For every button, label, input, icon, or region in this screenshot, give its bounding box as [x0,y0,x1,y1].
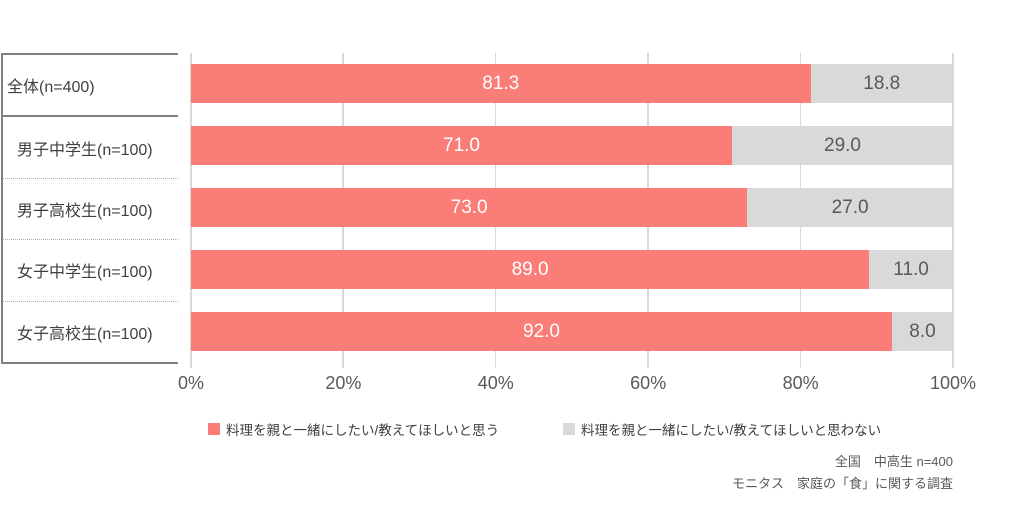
bar-segment-want: 73.0 [191,187,748,227]
value-label-not-want: 8.0 [909,320,936,342]
value-label-want: 71.0 [443,135,480,157]
x-tick-label-20: 20% [325,373,362,393]
bar-row-boys-hs: 73.0 27.0 [191,177,953,239]
bar-segment-not-want: 27.0 [747,187,953,227]
x-tick-label-60: 60% [630,373,667,393]
bar-segment-not-want: 8.0 [892,311,953,351]
source-line-survey: モニタス 家庭の「食」に関する調査 [731,476,953,491]
plot-area: 81.3 18.8 71.0 29.0 [190,53,954,368]
source-line-sample: 全国 中高生 n=400 [834,454,953,469]
legend-swatch-pink [208,423,220,435]
x-axis: 0% 20% 40% 60% 80% 100% [178,373,976,395]
bar-stack: 73.0 27.0 [191,187,953,227]
x-tick-label-40: 40% [477,373,514,393]
legend-label-want: 料理を親と一緒にしたい/教えてほしいと思う [226,423,500,438]
legend-item-not-want: 料理を親と一緒にしたい/教えてほしいと思わない [563,419,881,439]
category-label-boys-hs: 男子高校生(n=100) [3,177,178,239]
value-label-want: 92.0 [523,320,560,342]
bar-segment-want: 89.0 [191,249,870,289]
bar-segment-want: 71.0 [191,126,733,166]
bar-segment-not-want: 11.0 [869,249,953,289]
value-label-not-want: 29.0 [824,135,861,157]
category-label-box: 全体(n=400) 男子中学生(n=100) 男子高校生(n=100) 女子中学… [1,53,178,364]
bar-stack: 89.0 11.0 [191,249,953,289]
value-label-want: 81.3 [482,73,520,95]
x-tick-label-0: 0% [177,373,205,393]
bar-row-overall: 81.3 18.8 [191,53,953,115]
value-label-not-want: 11.0 [893,258,929,280]
bar-segment-want: 92.0 [191,311,893,351]
category-label-boys-jhs: 男子中学生(n=100) [3,115,178,177]
bar-stack: 81.3 18.8 [191,64,953,104]
x-tick-label-100: 100% [929,373,977,393]
bar-segment-want: 81.3 [191,64,811,104]
x-tick-label-80: 80% [782,373,819,393]
category-label-girls-hs: 女子高校生(n=100) [3,300,178,362]
value-label-not-want: 18.8 [863,73,901,95]
category-label-overall: 全体(n=400) [7,79,95,97]
legend-swatch-gray [563,423,575,435]
legend-item-want: 料理を親と一緒にしたい/教えてほしいと思う [208,419,499,439]
source-notes: 全国 中高生 n=400 モニタス 家庭の「食」に関する調査 [732,451,953,495]
bar-rows: 81.3 18.8 71.0 29.0 [191,53,953,362]
value-label-not-want: 27.0 [831,196,869,218]
bar-segment-not-want: 29.0 [732,126,953,166]
bar-row-girls-hs: 92.0 8.0 [191,300,953,362]
bar-row-boys-jhs: 71.0 29.0 [191,115,953,177]
value-label-want: 73.0 [450,196,488,218]
bar-stack: 92.0 8.0 [191,311,953,351]
bar-row-girls-jhs: 89.0 11.0 [191,238,953,300]
value-label-want: 89.0 [511,258,549,280]
category-label-girls-jhs: 女子中学生(n=100) [3,239,178,300]
legend-label-not-want: 料理を親と一緒にしたい/教えてほしいと思わない [581,423,882,438]
bar-stack: 71.0 29.0 [191,126,953,166]
bar-segment-not-want: 18.8 [810,64,953,104]
